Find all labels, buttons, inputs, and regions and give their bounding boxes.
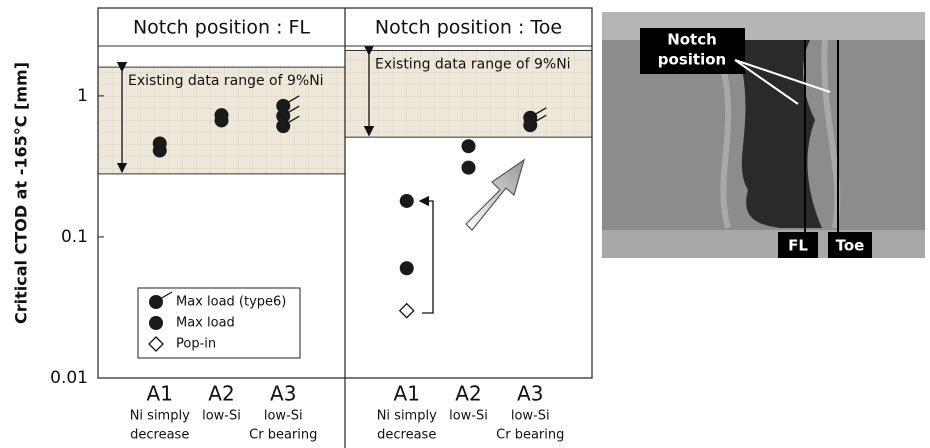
panel-title: Notch position : FL [133,17,310,39]
category-note: Cr bearing [496,428,564,443]
x-tick-label: A3 [270,382,296,406]
category-note: decrease [130,428,189,443]
category-note: low-Si [449,409,488,424]
category-note: low-Si [264,409,303,424]
category-note: Cr bearing [249,428,317,443]
category-note: Ni simply [377,409,437,424]
category-note: Ni simply [130,409,190,424]
y-tick-label: 0.01 [50,368,88,388]
category-note: low-Si [202,409,241,424]
macro-photo: Notch position FL Toe [602,12,925,258]
marker [215,113,229,127]
x-tick-label: A1 [394,382,420,406]
marker [462,139,476,153]
legend-label: Max load (type6) [176,295,286,310]
y-tick-label: 0.1 [61,227,88,247]
marker [400,261,414,275]
marker [462,161,476,175]
panel-title: Notch position : Toe [375,17,562,39]
notch-label: Notch [667,31,717,49]
legend-marker [149,316,163,330]
marker [400,304,414,318]
y-tick-label: 1 [77,86,88,106]
marker [276,119,290,133]
y-axis-label: Critical CTOD at -165°C [mm] [12,62,31,324]
plate-bottom [602,230,925,258]
marker [400,194,414,208]
band-label: Existing data range of 9%Ni [128,73,324,89]
x-tick-label: A1 [147,382,173,406]
legend-label: Pop-in [176,337,216,352]
x-tick-label: A2 [455,382,481,406]
toe-label: Toe [836,237,865,255]
bracket-arrow [420,201,433,313]
marker [153,144,167,158]
category-note: decrease [377,428,436,443]
legend-label: Max load [176,316,235,331]
figure: Notch position FL Toe Critical CTOD at -… [0,0,930,448]
category-note: low-Si [511,409,550,424]
notch-label: position [658,51,726,69]
band-label: Existing data range of 9%Ni [375,56,571,72]
legend-marker [149,295,163,309]
x-tick-label: A3 [517,382,543,406]
marker [523,118,537,132]
x-tick-label: A2 [208,382,234,406]
fl-label: FL [788,237,808,255]
